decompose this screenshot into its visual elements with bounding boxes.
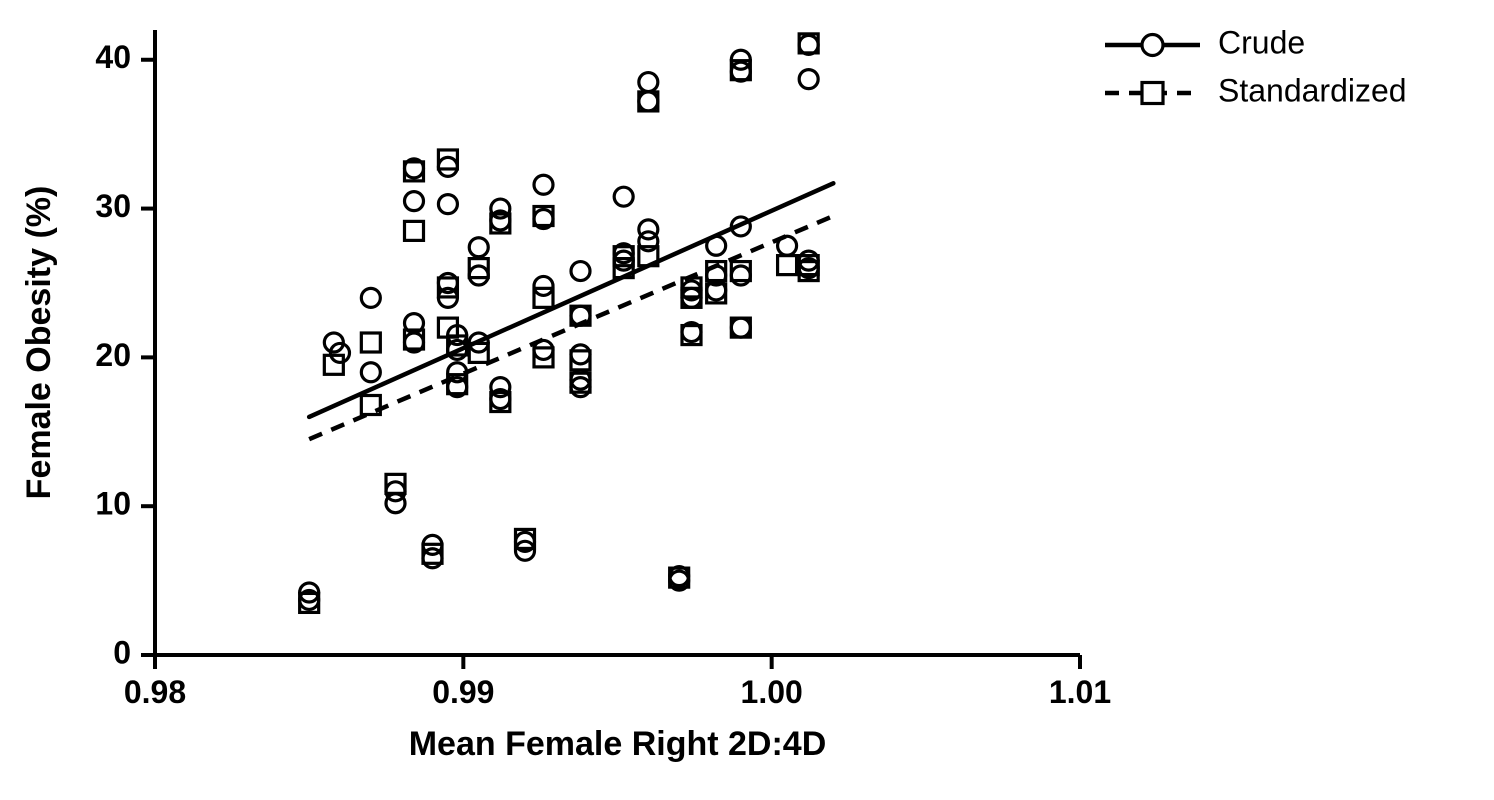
x-tick-label: 0.99 [432, 674, 494, 710]
y-tick-label: 20 [95, 337, 131, 373]
legend-label: Standardized [1218, 72, 1407, 108]
x-tick-label: 1.00 [741, 674, 803, 710]
x-axis-label: Mean Female Right 2D:4D [409, 725, 827, 763]
chart-container: 0 10 20 30 40 0.98 0.99 1.00 1.01 Mean Female Rig… [0, 0, 1494, 800]
legend-marker-square [1142, 83, 1163, 104]
y-tick-label: 40 [95, 39, 131, 75]
legend-label: Crude [1218, 24, 1305, 60]
legend-marker-circle [1142, 35, 1163, 56]
y-tick-label: 30 [95, 188, 131, 224]
scatter-chart: 0 10 20 30 40 0.98 0.99 1.00 1.01 Mean Female Rig… [0, 0, 1494, 800]
y-tick-label: 0 [113, 634, 131, 670]
x-tick-label: 1.01 [1049, 674, 1111, 710]
y-axis-label: Female Obesity (%) [20, 186, 58, 500]
x-tick-label: 0.98 [124, 674, 186, 710]
y-tick-label: 10 [95, 486, 131, 522]
